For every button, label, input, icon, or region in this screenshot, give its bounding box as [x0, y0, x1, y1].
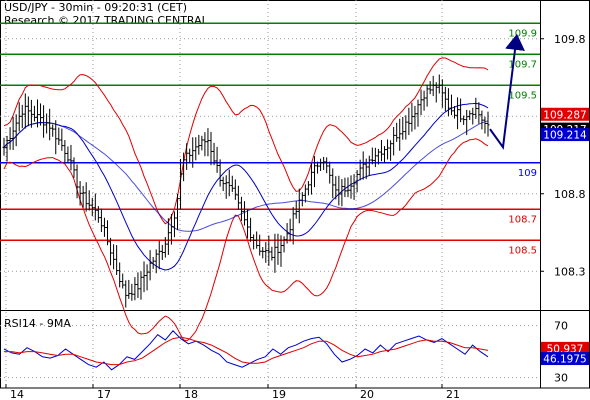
level-label: 108.5: [508, 245, 537, 256]
price-tag-bg: [541, 128, 589, 142]
level-label: 108.7: [508, 214, 537, 225]
price-tag: 109.287: [543, 109, 586, 121]
price-bars: [2, 74, 490, 308]
rsi-panel-title: RSI14 - 9MA: [4, 317, 71, 330]
x-tick-label: 17: [97, 388, 111, 400]
x-tick-label: 20: [360, 388, 374, 400]
moving-average-slow: [3, 120, 489, 232]
x-tick-label: 19: [272, 388, 286, 400]
price-tag: 109.214: [543, 130, 587, 142]
y-tick-label: 109.8: [554, 33, 586, 46]
chart-title: USD/JPY - 30min - 09:20:31 (CET): [4, 1, 188, 14]
level-label: 109.7: [508, 59, 537, 70]
x-tick-label: 14: [10, 388, 24, 400]
x-tick-label: 18: [184, 388, 198, 400]
rsi-tag-bg: [541, 341, 589, 355]
rsi-y-tick-label: 70: [554, 320, 568, 333]
moving-average-fast: [3, 102, 489, 271]
price-tag-bg: [541, 107, 589, 121]
rsi-ma-line: [4, 336, 489, 366]
rsi-tag-bg: [541, 352, 589, 366]
y-tick-label: 108.3: [554, 265, 586, 278]
y-tick-label: 108.8: [554, 188, 586, 201]
level-label: 109.5: [508, 90, 537, 101]
rsi-y-tick-label: 30: [554, 372, 568, 385]
level-label: 109.9: [508, 28, 537, 39]
bollinger-upper-band: [3, 57, 489, 225]
bollinger-lower-band: [3, 138, 489, 342]
level-label: 109: [518, 168, 537, 179]
rsi-line: [3, 330, 489, 371]
rsi-tag: 46.1975: [543, 354, 586, 366]
x-tick-label: 21: [446, 388, 460, 400]
projection-arrow: [489, 33, 525, 150]
